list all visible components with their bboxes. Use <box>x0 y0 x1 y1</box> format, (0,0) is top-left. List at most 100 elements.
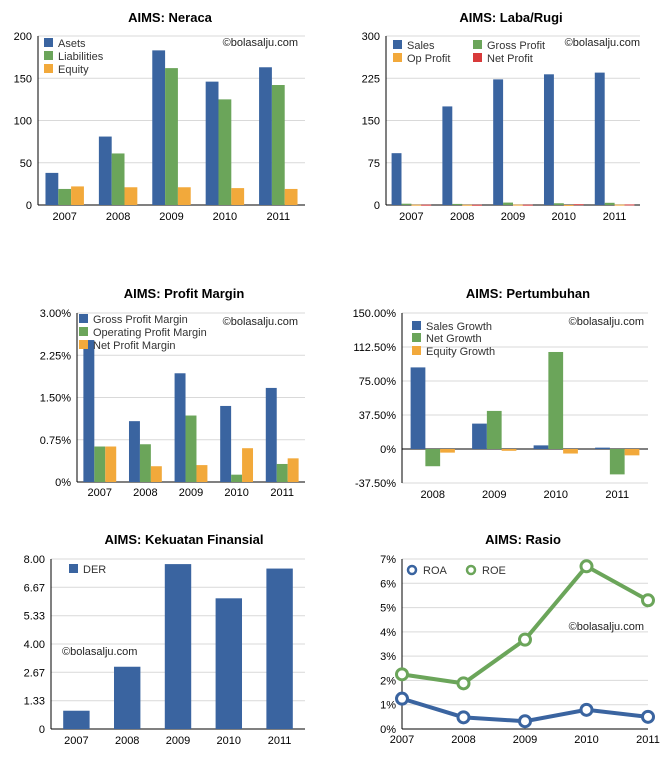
bar-net-profit <box>522 204 533 206</box>
legend-swatch <box>412 333 421 342</box>
x-tick-label: 2011 <box>270 487 294 499</box>
bar-asets <box>152 50 166 205</box>
bar-gross-profit-margin <box>265 387 277 482</box>
bar-equity-growth <box>440 449 455 453</box>
bar-gross-profit <box>401 203 412 205</box>
legend-label: Asets <box>58 38 86 50</box>
bar-net-profit-margin <box>196 465 208 482</box>
bar-op-profit <box>462 204 473 206</box>
watermark: ©bolasalju.com <box>62 646 137 658</box>
point-roe <box>518 632 532 647</box>
legend-label: Gross Profit <box>487 40 545 52</box>
y-tick-label: 8.00 <box>24 554 45 566</box>
point-roa <box>456 710 471 725</box>
y-tick-label: -37.50% <box>355 478 396 490</box>
y-tick-label: 1% <box>380 700 396 712</box>
y-tick-label: 0% <box>55 477 71 489</box>
y-tick-label: 4.00 <box>24 639 45 651</box>
x-tick-label: 2009 <box>501 211 525 223</box>
bar-net-profit <box>573 204 584 206</box>
legend-label: Net Profit Margin <box>93 340 176 352</box>
bar-sales <box>391 153 402 205</box>
bar-asets <box>205 81 219 205</box>
legend-swatch <box>44 64 53 73</box>
x-tick-label: 2010 <box>552 211 576 223</box>
x-tick-label: 2011 <box>266 211 290 223</box>
legend-label: Equity Growth <box>426 346 495 358</box>
bar-gross-profit-margin <box>83 340 95 482</box>
point-roe <box>641 593 655 608</box>
bar-net-profit-margin <box>287 458 299 482</box>
x-tick-label: 2008 <box>451 734 475 746</box>
chart-title: AIMS: Profit Margin <box>124 286 245 301</box>
bar-liabilities <box>271 85 285 205</box>
bar-der <box>63 710 90 729</box>
y-tick-label: 50 <box>20 158 32 170</box>
point-roa <box>395 691 409 706</box>
x-tick-label: 2008 <box>450 211 474 223</box>
y-tick-label: 3% <box>380 651 396 663</box>
bar-sales <box>493 79 504 205</box>
legend-swatch <box>44 51 53 60</box>
legend-swatch <box>393 53 402 62</box>
y-tick-label: 5% <box>380 603 396 615</box>
point-roa <box>579 702 594 717</box>
legend-label: ROE <box>482 565 506 577</box>
y-tick-label: 7% <box>380 554 396 566</box>
x-tick-label: 2011 <box>605 489 629 501</box>
legend-swatch <box>412 321 421 330</box>
y-tick-label: 6.67 <box>24 582 45 594</box>
bar-sales <box>543 74 554 205</box>
y-tick-label: 4% <box>380 627 396 639</box>
legend-label: Operating Profit Margin <box>93 327 207 339</box>
x-tick-label: 2009 <box>166 735 190 747</box>
legend-label: Op Profit <box>407 53 450 65</box>
y-tick-label: 0 <box>39 724 45 736</box>
x-tick-label: 2008 <box>421 489 445 501</box>
bar-gross-profit <box>452 203 463 205</box>
watermark: ©bolasalju.com <box>223 316 298 328</box>
bar-equity <box>124 187 138 205</box>
x-tick-label: 2008 <box>133 487 157 499</box>
bar-liabilities <box>218 99 232 205</box>
chart-title: AIMS: Pertumbuhan <box>466 286 590 301</box>
legend-marker <box>406 564 418 576</box>
bar-sales-growth <box>472 423 487 449</box>
bar-op-profit <box>411 204 422 206</box>
bar-der <box>266 568 293 729</box>
legend-swatch <box>412 346 421 355</box>
bar-op-profit <box>513 204 523 206</box>
y-tick-label: 2.67 <box>24 667 45 679</box>
bar-der <box>164 564 192 729</box>
y-tick-label: 300 <box>362 31 380 43</box>
bar-der <box>215 598 243 729</box>
legend-label: Sales Growth <box>426 321 492 333</box>
chart-title: AIMS: Neraca <box>128 10 213 25</box>
x-tick-label: 2009 <box>482 489 506 501</box>
y-tick-label: 112.50% <box>353 342 396 354</box>
y-tick-label: 1.50% <box>40 393 71 405</box>
y-tick-label: 2% <box>380 675 396 687</box>
y-tick-label: 150 <box>362 116 380 128</box>
bar-gross-profit-margin <box>220 405 232 482</box>
y-tick-label: 1.33 <box>24 696 45 708</box>
legend-swatch <box>473 40 482 49</box>
bar-equity-growth <box>624 449 640 456</box>
legend-label: Equity <box>58 64 89 76</box>
x-tick-label: 2008 <box>115 735 139 747</box>
bar-gross-profit-margin <box>174 373 186 482</box>
bar-op-profit <box>563 204 574 206</box>
point-roe <box>579 559 594 574</box>
y-tick-label: 225 <box>362 73 380 85</box>
x-tick-label: 2008 <box>106 211 130 223</box>
bar-net-growth <box>609 449 625 475</box>
bar-asets <box>45 172 59 205</box>
legend-swatch <box>79 340 88 349</box>
bar-asets <box>98 136 112 205</box>
bar-operating-profit-margin <box>231 474 243 482</box>
